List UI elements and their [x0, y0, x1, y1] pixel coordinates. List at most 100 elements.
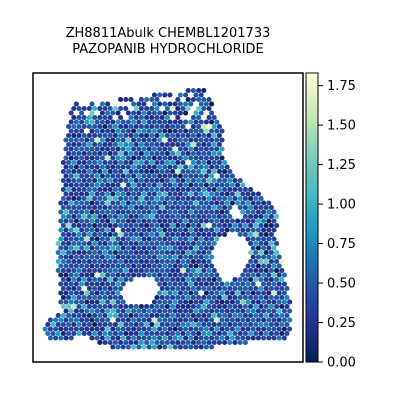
heatmap-spot: [219, 128, 225, 134]
heatmap-spot: [107, 258, 113, 265]
colorbar-tick-label: 0.25: [327, 316, 356, 331]
heatmap-spot: [157, 173, 163, 179]
heatmap-spot: [86, 213, 92, 220]
heatmap-spot: [258, 249, 264, 256]
heatmap-spot: [66, 204, 72, 211]
heatmap-spot: [76, 330, 82, 337]
heatmap-spot: [73, 254, 79, 260]
heatmap-spot: [172, 227, 178, 233]
heatmap-spot: [211, 168, 217, 175]
heatmap-spot: [138, 204, 144, 211]
heatmap-spot: [190, 123, 196, 130]
heatmap-spot: [206, 123, 212, 130]
heatmap-spot: [144, 258, 150, 265]
heatmap-spot: [73, 119, 79, 125]
heatmap-spot: [144, 204, 150, 211]
heatmap-spot: [136, 110, 142, 116]
heatmap-spot: [107, 195, 113, 202]
heatmap-spot: [149, 240, 155, 247]
heatmap-spot: [71, 114, 77, 121]
heatmap-spot: [274, 285, 280, 292]
heatmap-spot: [276, 281, 282, 287]
heatmap-spot: [94, 254, 100, 260]
heatmap-spot: [136, 326, 142, 332]
heatmap-spot: [97, 285, 103, 292]
heatmap-spot: [253, 204, 259, 211]
heatmap-spot: [203, 128, 209, 134]
heatmap-spot: [86, 312, 92, 319]
heatmap-spot: [86, 123, 92, 130]
heatmap-spot: [274, 249, 280, 256]
heatmap-spot: [170, 195, 176, 202]
heatmap-spot: [167, 326, 173, 332]
heatmap-spot: [120, 299, 126, 305]
heatmap-spot: [274, 267, 280, 274]
heatmap-spot: [141, 137, 147, 143]
heatmap-spot: [222, 303, 228, 310]
heatmap-spot: [97, 123, 103, 130]
heatmap-spot: [276, 335, 282, 341]
heatmap-spot: [255, 326, 261, 332]
heatmap-spot: [149, 96, 155, 103]
heatmap-spot: [102, 303, 108, 310]
heatmap-spot: [107, 159, 113, 166]
heatmap-spot: [222, 168, 228, 175]
heatmap-spot: [287, 308, 293, 314]
heatmap-spot: [92, 213, 98, 220]
heatmap-spot: [107, 294, 113, 301]
heatmap-spot: [66, 123, 72, 130]
heatmap-spot: [250, 317, 256, 323]
heatmap-spot: [193, 227, 199, 233]
heatmap-spot: [81, 141, 87, 148]
heatmap-spot: [63, 137, 69, 143]
heatmap-spot: [159, 339, 165, 346]
heatmap-spot: [216, 150, 222, 157]
heatmap-spot: [274, 294, 280, 301]
heatmap-spot: [209, 254, 215, 260]
heatmap-spot: [131, 128, 137, 134]
heatmap-spot: [159, 294, 165, 301]
heatmap-spot: [255, 299, 261, 305]
heatmap-spot: [214, 236, 220, 242]
heatmap-spot: [211, 150, 217, 157]
heatmap-spot: [164, 240, 170, 247]
heatmap-spot: [214, 308, 220, 314]
heatmap-spot: [115, 281, 121, 287]
heatmap-spot: [144, 312, 150, 319]
heatmap-spot: [175, 105, 181, 112]
heatmap-spot: [162, 218, 168, 224]
heatmap-spot: [224, 326, 230, 332]
heatmap-spot: [180, 105, 186, 112]
heatmap-spot: [196, 159, 202, 166]
heatmap-spot: [211, 294, 217, 301]
heatmap-spot: [203, 101, 209, 107]
heatmap-spot: [86, 330, 92, 337]
heatmap-spot: [133, 330, 139, 337]
heatmap-spot: [125, 218, 131, 224]
heatmap-spot: [203, 281, 209, 287]
heatmap-spot: [281, 290, 287, 296]
heatmap-spot: [183, 101, 189, 107]
heatmap-spot: [229, 335, 235, 341]
heatmap-spot: [128, 303, 134, 310]
heatmap-spot: [146, 263, 152, 269]
heatmap-spot: [68, 110, 74, 116]
heatmap-spot: [138, 177, 144, 184]
heatmap-spot: [170, 231, 176, 238]
heatmap-spot: [105, 236, 111, 242]
heatmap-spot: [203, 182, 209, 188]
heatmap-spot: [71, 204, 77, 211]
heatmap-spot: [170, 240, 176, 247]
heatmap-spot: [209, 119, 215, 125]
heatmap-spot: [118, 276, 124, 283]
heatmap-spot: [190, 222, 196, 229]
heatmap-spot: [193, 254, 199, 260]
heatmap-spot: [177, 173, 183, 179]
heatmap-spot: [112, 177, 118, 184]
heatmap-spot: [81, 231, 87, 238]
heatmap-spot: [133, 150, 139, 157]
heatmap-spot: [110, 110, 116, 116]
heatmap-spot: [138, 249, 144, 256]
heatmap-spot: [240, 218, 246, 224]
heatmap-spot: [99, 299, 105, 305]
